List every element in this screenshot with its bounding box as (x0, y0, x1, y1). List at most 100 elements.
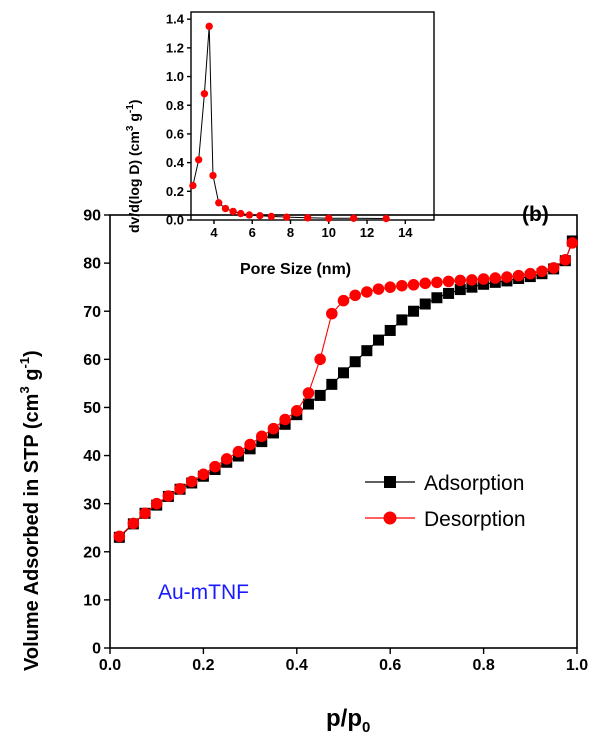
inset-y-tick-label: 1.0 (166, 69, 184, 84)
inset-y-axis-title-mid: g (126, 113, 142, 125)
panel-label: (b) (522, 203, 549, 226)
inset-series-0-point (245, 211, 254, 219)
inset-y-axis-title-end: ) (126, 100, 142, 105)
inset-series-0-point (221, 204, 230, 213)
main-series-1-point (185, 475, 198, 488)
main-y-tick-label: 40 (83, 448, 101, 465)
main-series-1-point (232, 445, 245, 458)
main-series-1-point (559, 253, 572, 266)
main-y-tick-label: 90 (83, 208, 101, 225)
legend-desorption-marker (383, 511, 397, 525)
main-series-1-point (267, 422, 280, 435)
inset-x-tick-label: 12 (360, 225, 374, 240)
inset-series-0-point (200, 90, 209, 98)
main-series-0-point (431, 292, 443, 304)
main-series-1-point (291, 405, 303, 417)
main-series-1-point (174, 482, 186, 495)
main-y-axis: 0 10 20 30 40 50 60 70 80 90 (83, 208, 110, 658)
main-series-1-point (419, 277, 431, 290)
main-series-1-line (118, 242, 573, 537)
main-series-1-point (113, 530, 126, 543)
main-series-1-point (454, 274, 467, 287)
main-x-axis-title-sub: 0 (362, 719, 370, 736)
main-series-0-point (338, 367, 349, 379)
inset-x-tick-label: 8 (287, 225, 294, 240)
main-x-tick-label: 0.2 (192, 657, 214, 674)
main-series-1-point (431, 276, 443, 289)
inset-y-axis-title-sup2: -1 (125, 104, 136, 113)
inset-y-tick-label: 0.6 (166, 126, 184, 141)
inset-series-0-point (194, 156, 203, 164)
main-series-1-point (547, 262, 560, 274)
main-series-0-point (454, 284, 466, 296)
inset-y-tick-label: 0.0 (166, 213, 184, 228)
main-series-0-point (384, 324, 396, 336)
inset-series-0-point (349, 214, 358, 222)
main-series-1-point (256, 430, 268, 443)
main-series-0-point (349, 356, 361, 368)
main-x-axis: 0.0 0.2 0.4 0.6 0.8 1.0 (99, 648, 588, 674)
inset-y-axis-title: dv/d(log D) (cm3 g-1) (125, 100, 142, 233)
inset-x-tick-label: 14 (398, 225, 413, 240)
inset-series-0-point (215, 199, 223, 207)
main-series-1-point (302, 387, 315, 399)
main-series-1-point (279, 413, 291, 426)
main-series-1-point (220, 453, 233, 465)
main-y-axis-title-text: Volume Adsorbed in STP (cm (21, 394, 43, 671)
legend: Adsorption Desorption (365, 472, 526, 531)
inset-y-tick-label: 0.8 (166, 98, 184, 113)
inset-series-0-point (229, 207, 237, 216)
main-series-1-point (536, 265, 548, 278)
inset-series-0-point (209, 171, 217, 180)
main-series-0-point (443, 287, 455, 299)
inset-x-axis-title: Pore Size (nm) (240, 261, 351, 278)
main-x-tick-label: 0.0 (99, 657, 121, 674)
main-series-0-point (419, 298, 431, 310)
main-series-1-point (442, 275, 455, 288)
main-series-1-point (477, 273, 490, 285)
main-y-tick-label: 80 (83, 256, 101, 273)
main-series-0-point (373, 334, 385, 346)
inset-series-0-line (192, 26, 387, 220)
main-series-layer (113, 235, 579, 543)
main-x-tick-label: 0.8 (472, 657, 494, 674)
inset-series-0-point (237, 209, 245, 218)
main-x-tick-label: 0.4 (286, 657, 308, 674)
inset-x-axis: 4 6 8 10 12 14 (210, 220, 413, 240)
main-y-axis-title-sup1: 3 (17, 386, 32, 393)
main-series-1-point (489, 272, 502, 284)
main-series-0-point (361, 345, 373, 357)
legend-adsorption-label: Adsorption (424, 472, 524, 495)
main-series-0-point (466, 281, 478, 293)
main-x-axis-title: p/p0 (326, 705, 370, 736)
main-series-1-point (372, 283, 385, 295)
main-series-1-point (337, 294, 350, 307)
inset-series-0-point (325, 214, 333, 222)
main-series-1-point (162, 490, 175, 502)
inset-series-layer (189, 22, 390, 223)
main-series-1-point (524, 267, 537, 280)
legend-desorption-label: Desorption (424, 508, 526, 531)
main-y-tick-label: 10 (83, 592, 101, 609)
main-y-tick-label: 0 (92, 641, 101, 658)
inset-y-axis-title-sup1: 3 (125, 125, 136, 131)
inset-y-axis: 0.0 0.2 0.4 0.6 0.8 1.0 1.2 1.4 (166, 12, 191, 228)
main-y-axis-title-sup2: -1 (17, 357, 32, 369)
inset-series-0-point (382, 214, 390, 223)
inset-series-0-point (282, 213, 291, 221)
main-series-1-point (244, 438, 256, 451)
main-series-0-point (314, 389, 326, 401)
main-series-1-point (349, 289, 361, 302)
inset-series-0-point (256, 212, 264, 220)
main-x-axis-title-main: p/p (326, 705, 362, 732)
main-x-tick-label: 0.6 (379, 657, 401, 674)
inset-plot: 4 6 8 10 12 14 0.0 0.2 0.4 0.6 0.8 1.0 1.2 1.4 Pore … (125, 11, 435, 278)
main-y-axis-title-mid: g (21, 369, 43, 387)
inset-x-tick-label: 6 (249, 225, 256, 240)
main-y-tick-label: 50 (83, 400, 101, 417)
main-y-tick-label: 70 (83, 304, 101, 321)
main-y-tick-label: 60 (83, 352, 101, 369)
legend-adsorption-marker (384, 476, 396, 488)
